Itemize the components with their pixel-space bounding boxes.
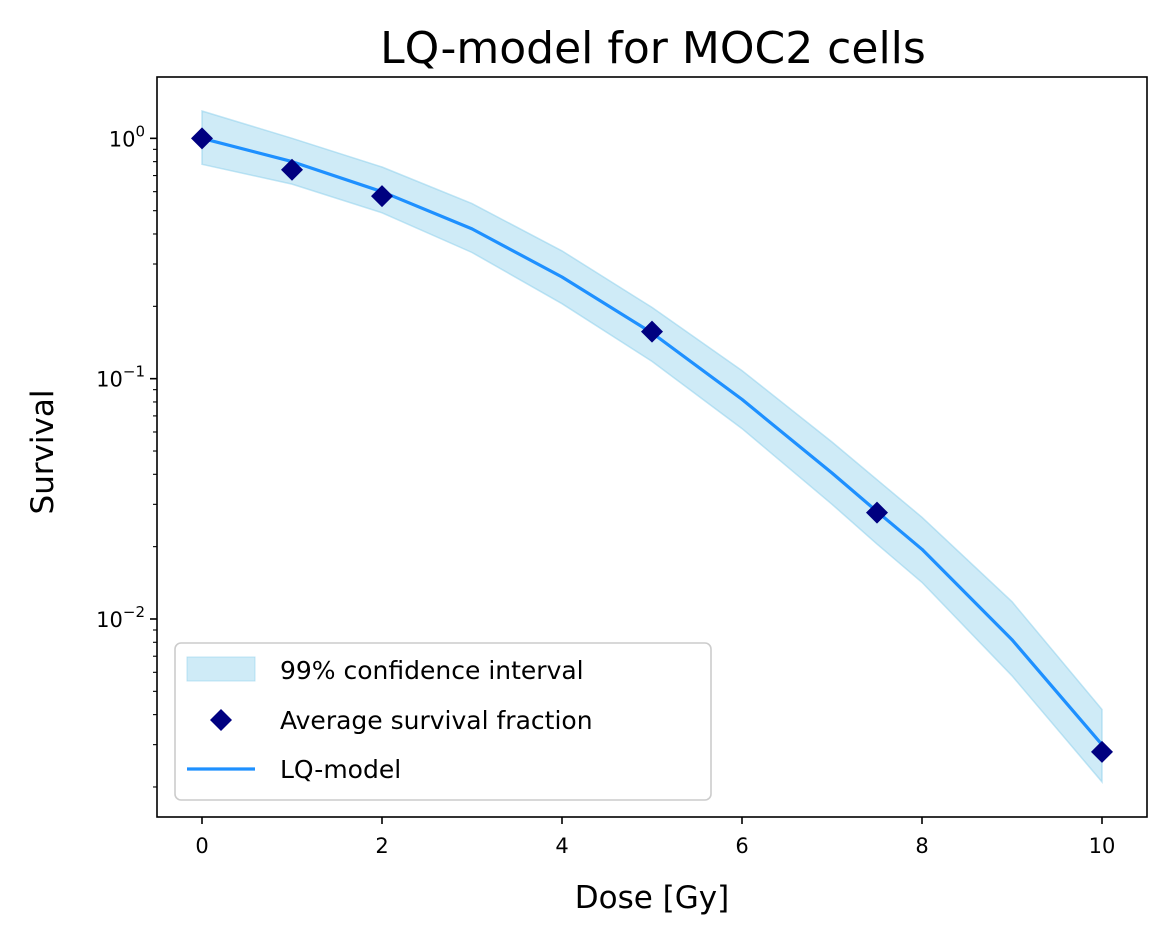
- legend: 99% confidence interval Average survival…: [174, 642, 712, 801]
- survival-data-point: [371, 185, 393, 208]
- survival-data-point: [191, 127, 213, 150]
- lq-model-line-layer: [201, 136, 1104, 746]
- x-tick-label: 0: [195, 834, 208, 858]
- legend-label-lq-model: LQ-model: [280, 755, 401, 784]
- y-axis-ticks: 100 10−1 10−2: [96, 122, 157, 788]
- y-axis-label: Survival: [25, 390, 61, 515]
- chart-title: LQ-model for MOC2 cells: [380, 23, 926, 74]
- x-tick-label: 4: [555, 834, 568, 858]
- lq-model-line: [201, 136, 1104, 746]
- survival-data-point: [1091, 740, 1113, 763]
- legend-label-confidence-interval: 99% confidence interval: [280, 656, 584, 685]
- legend-label-survival-fraction: Average survival fraction: [280, 706, 593, 735]
- survival-data-point: [866, 501, 888, 524]
- x-tick-label: 8: [915, 834, 928, 858]
- legend-box: [174, 642, 712, 801]
- legend-diamond-marker: [210, 709, 232, 731]
- y-tick-label: 10−1: [96, 363, 145, 392]
- x-axis-ticks: 0 2 4 6 8 10: [195, 817, 1115, 858]
- x-axis-label: Dose [Gy]: [575, 880, 729, 916]
- survival-data-point: [281, 158, 303, 181]
- y-tick-label: 100: [109, 122, 145, 151]
- x-tick-label: 6: [735, 834, 748, 858]
- x-tick-label: 2: [375, 834, 388, 858]
- survival-data-point: [641, 320, 663, 343]
- y-tick-label: 10−2: [96, 603, 145, 632]
- legend-band-swatch: [186, 656, 256, 682]
- survival-marker-layer: [191, 127, 1113, 763]
- x-tick-label: 10: [1089, 834, 1116, 858]
- axes-frame: [156, 76, 1148, 818]
